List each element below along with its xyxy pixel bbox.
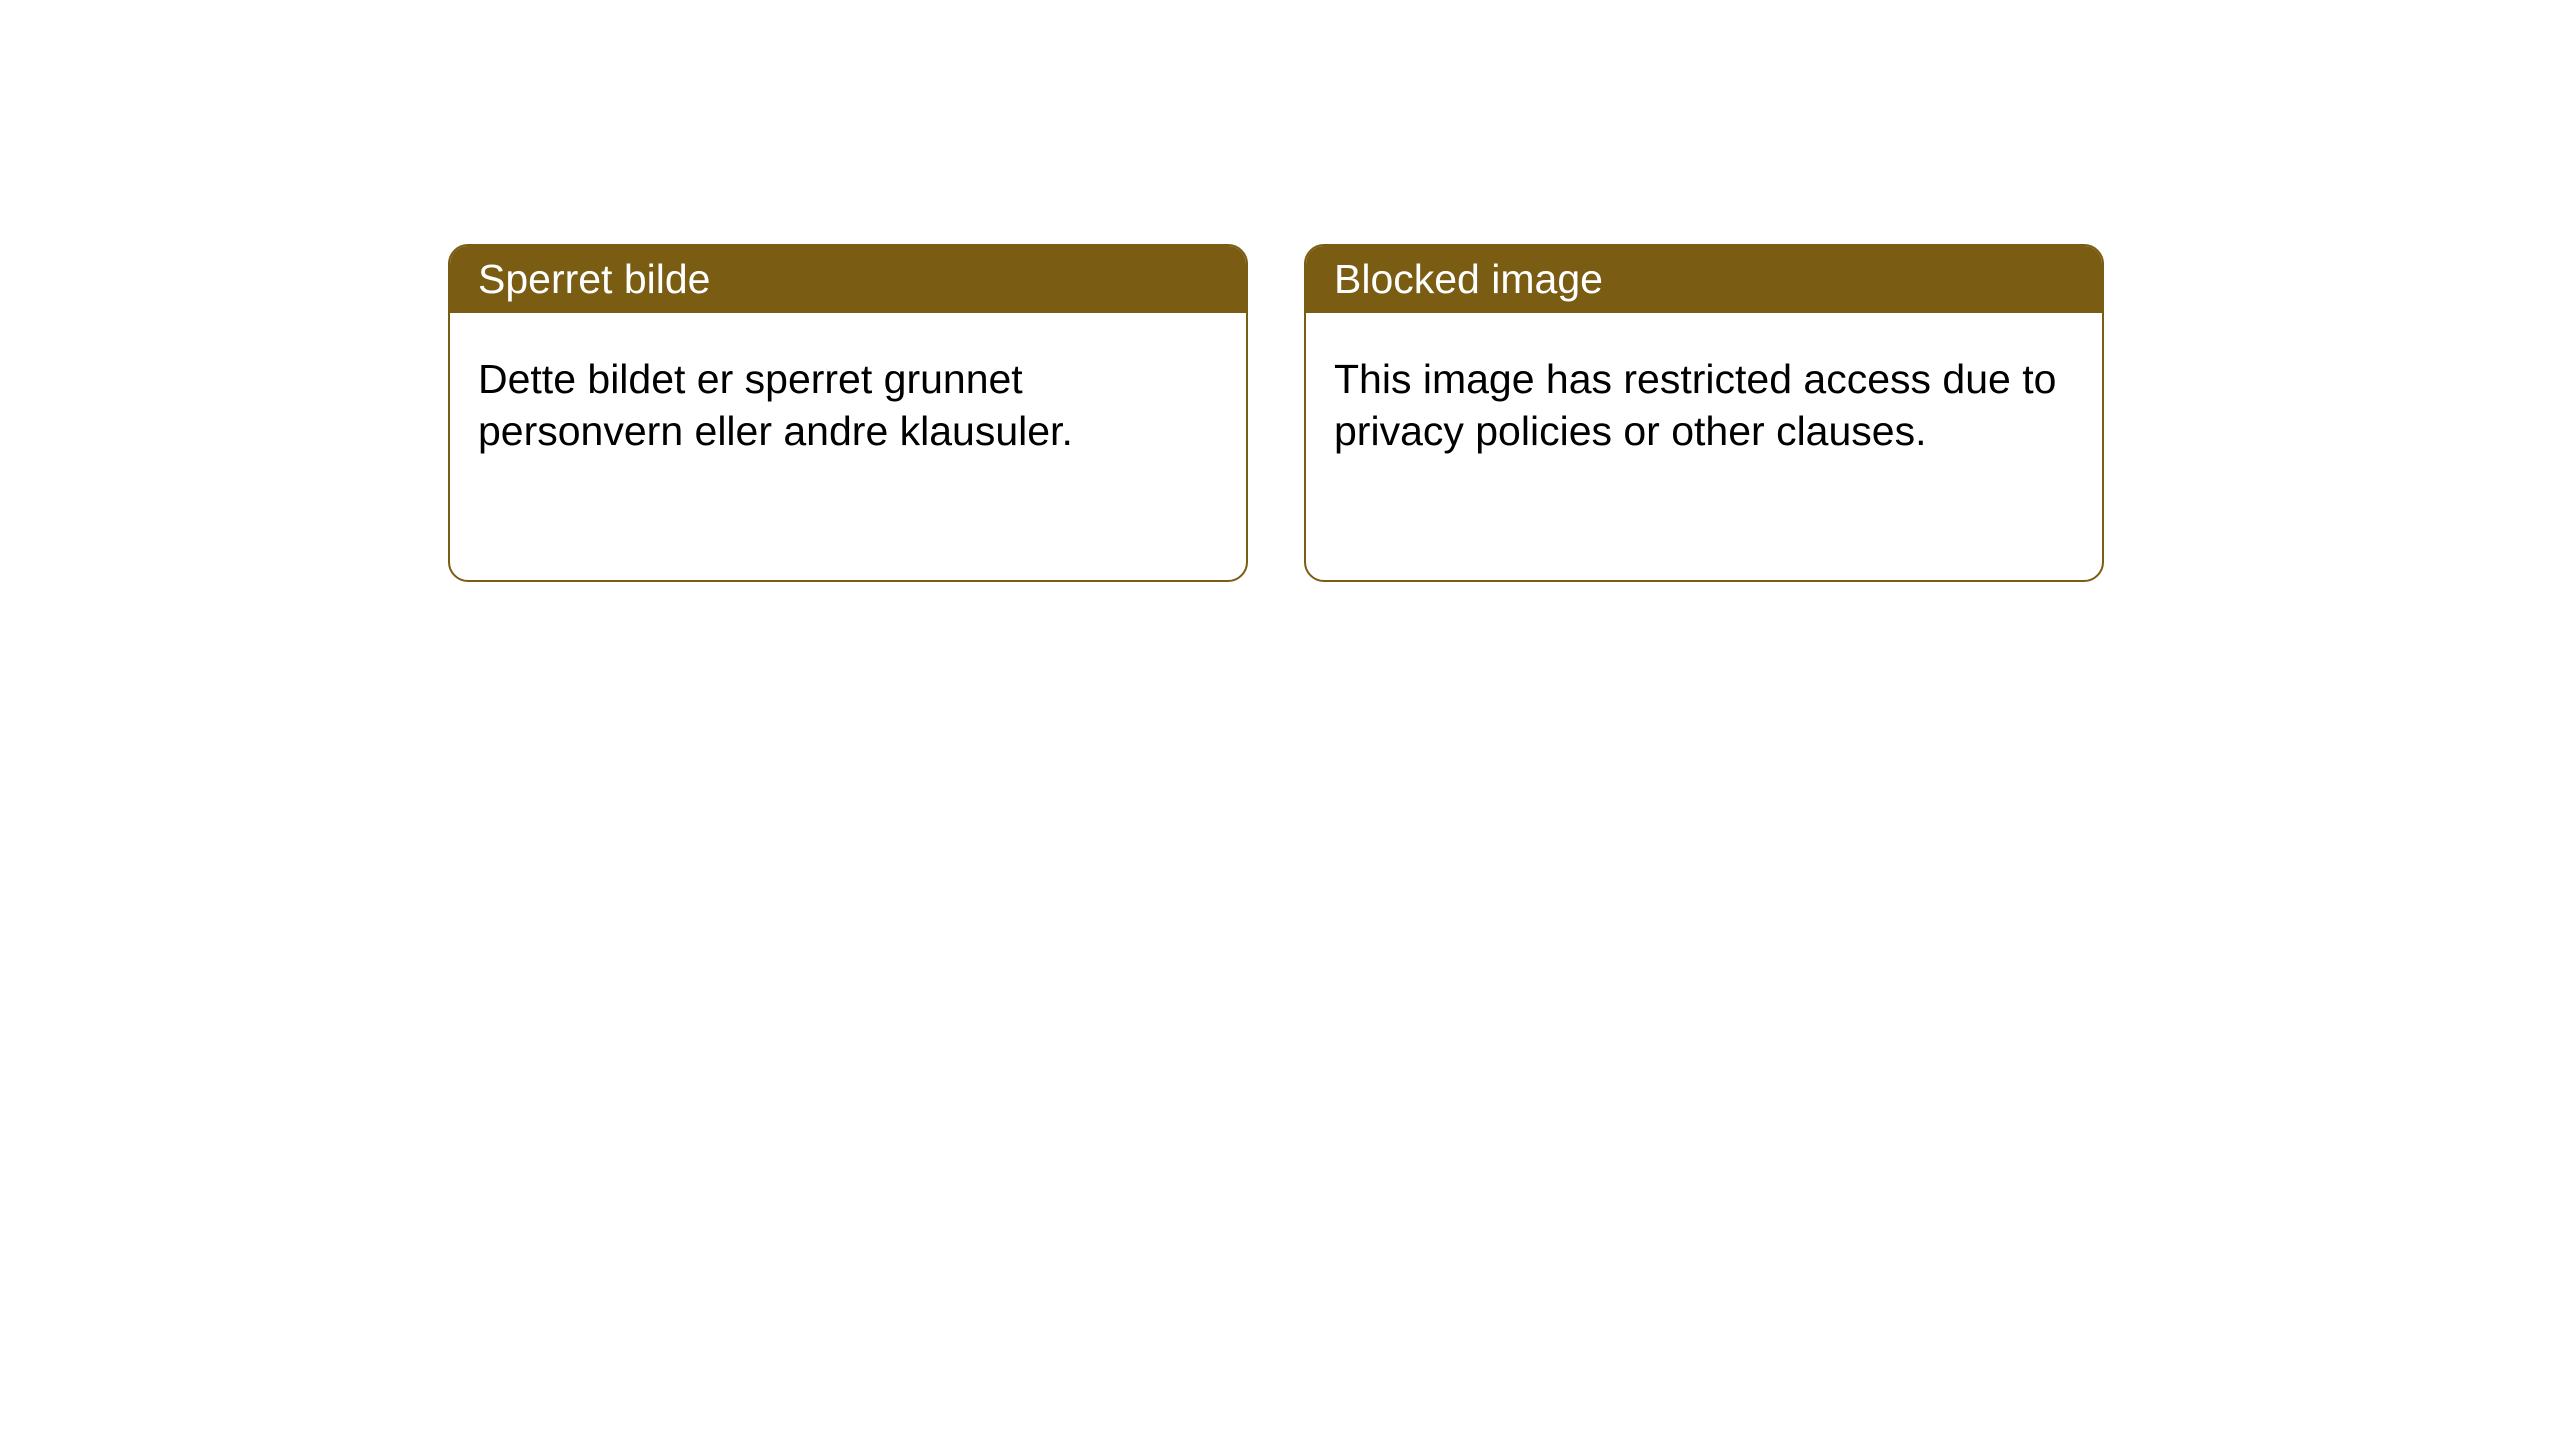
- blocked-image-card-en: Blocked image This image has restricted …: [1304, 244, 2104, 582]
- card-body: Dette bildet er sperret grunnet personve…: [450, 313, 1246, 498]
- cards-container: Sperret bilde Dette bildet er sperret gr…: [0, 0, 2560, 582]
- blocked-image-card-no: Sperret bilde Dette bildet er sperret gr…: [448, 244, 1248, 582]
- card-header: Blocked image: [1306, 246, 2102, 313]
- card-title: Sperret bilde: [478, 256, 710, 302]
- card-body: This image has restricted access due to …: [1306, 313, 2102, 498]
- card-title: Blocked image: [1334, 256, 1603, 302]
- card-body-text: Dette bildet er sperret grunnet personve…: [478, 356, 1073, 454]
- card-body-text: This image has restricted access due to …: [1334, 356, 2056, 454]
- card-header: Sperret bilde: [450, 246, 1246, 313]
